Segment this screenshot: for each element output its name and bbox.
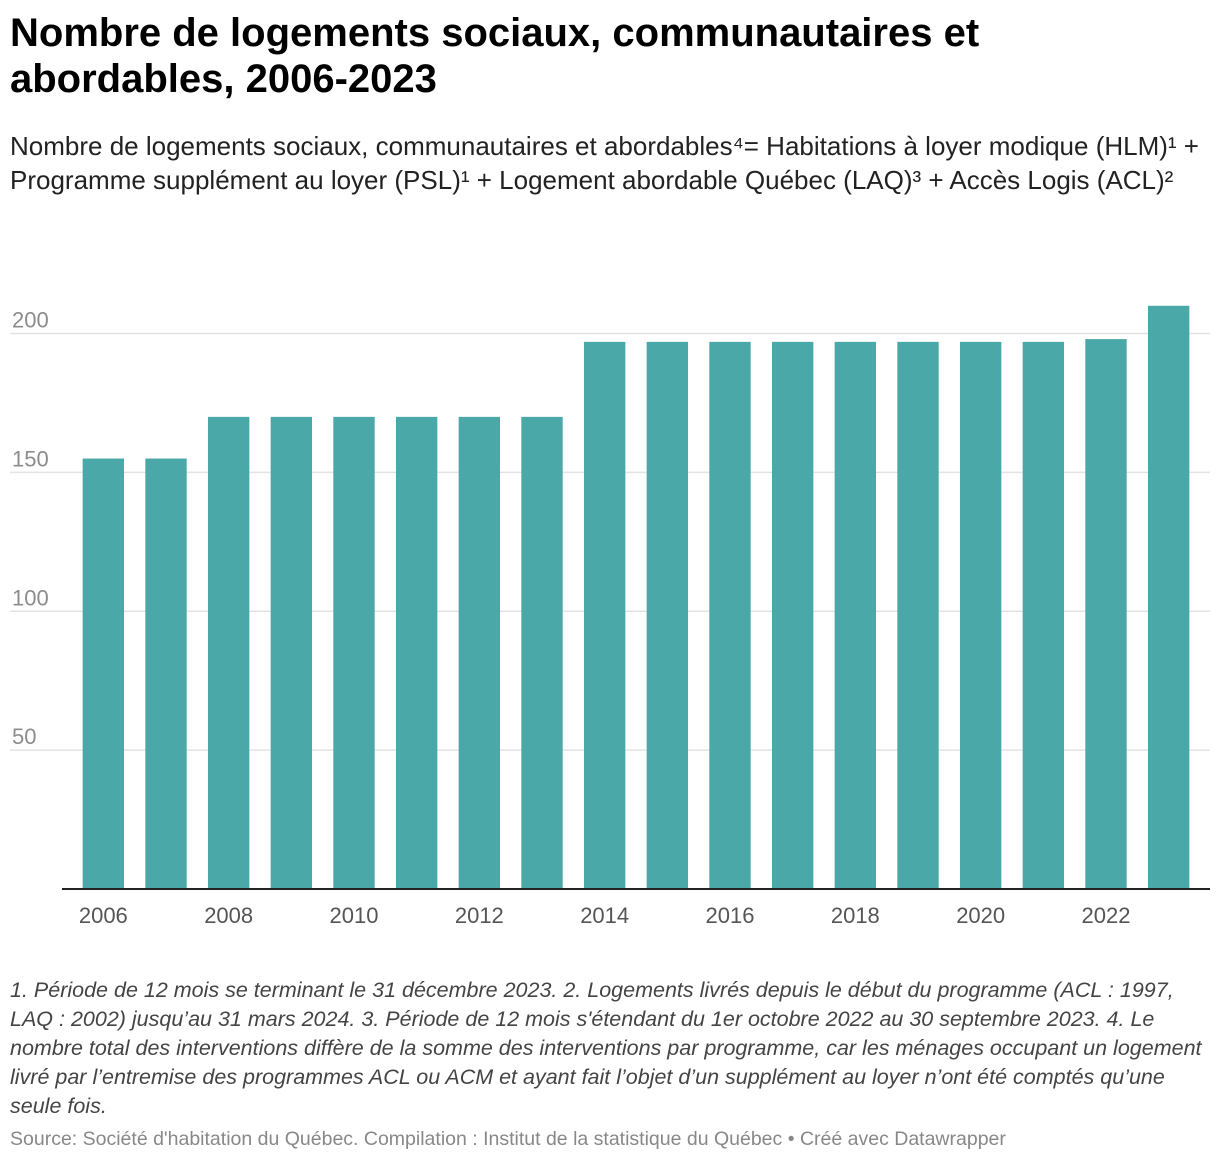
y-tick-label: 100 xyxy=(12,585,49,610)
bar-2022 xyxy=(1085,339,1127,890)
bar-2019 xyxy=(897,341,939,889)
bar-2011 xyxy=(395,416,438,889)
bar-2015 xyxy=(646,341,689,889)
bar-2006 xyxy=(82,458,125,889)
bar-2012 xyxy=(458,416,501,889)
bar-2010 xyxy=(333,416,375,889)
bar-2021 xyxy=(1022,341,1065,889)
bar-2023 xyxy=(1147,305,1190,890)
bar-2007 xyxy=(145,458,187,889)
x-tick-label: 2008 xyxy=(204,903,253,928)
bars xyxy=(82,305,1190,890)
x-tick-label: 2006 xyxy=(79,903,128,928)
y-tick-label: 200 xyxy=(12,308,49,333)
x-tick-label: 2012 xyxy=(455,903,504,928)
bar-2020 xyxy=(959,341,1002,889)
x-tick-label: 2022 xyxy=(1082,903,1131,928)
chart-title: Nombre de logements sociaux, communautai… xyxy=(10,11,980,101)
y-tick-label: 150 xyxy=(12,446,49,471)
bar-2008 xyxy=(207,416,250,889)
x-tick-label: 2020 xyxy=(956,903,1005,928)
source-credit: Source: Société d'habitation du Québec. … xyxy=(10,1128,1006,1150)
x-tick-label: 2014 xyxy=(580,903,629,928)
chart-subtitle: Nombre de logements sociaux, communautai… xyxy=(10,131,1199,195)
bar-2013 xyxy=(521,416,563,889)
bar-2016 xyxy=(709,341,751,889)
footnotes: 1. Période de 12 mois se terminant le 31… xyxy=(10,978,1202,1118)
x-tick-label: 2016 xyxy=(706,903,755,928)
x-axis-ticks: 2006 2008 2010 2012 2014 2016 2018 2020 2022 xyxy=(79,903,1131,928)
bar-2018 xyxy=(834,341,877,889)
bar-chart: 50 100 150 200 2006 2008 2010 2012 2014 2016 2018… xyxy=(10,305,1210,928)
x-tick-label: 2010 xyxy=(330,903,379,928)
bar-2009 xyxy=(270,416,313,889)
x-tick-label: 2018 xyxy=(831,903,880,928)
bar-2014 xyxy=(583,341,626,889)
y-tick-label: 50 xyxy=(12,724,36,749)
bar-2017 xyxy=(771,341,814,889)
